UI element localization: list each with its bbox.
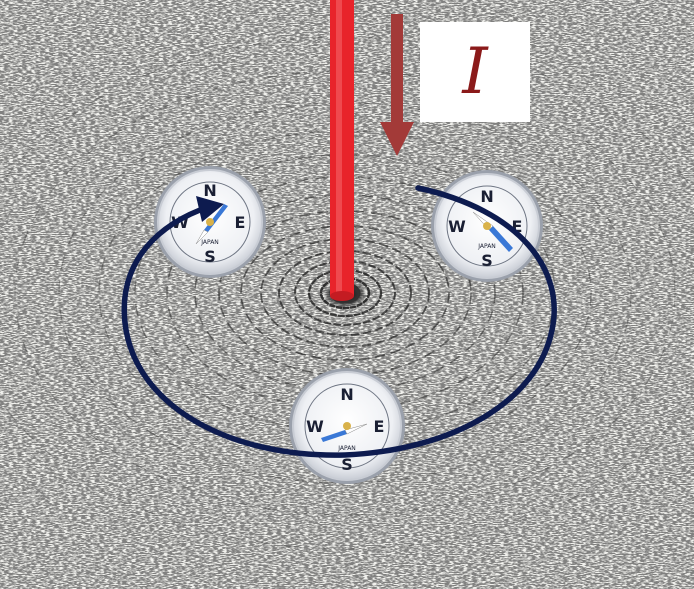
svg-text:E: E — [374, 417, 385, 436]
svg-text:JAPAN: JAPAN — [477, 243, 496, 250]
svg-text:JAPAN: JAPAN — [200, 239, 219, 246]
svg-text:N: N — [480, 187, 493, 206]
current-wire — [330, 0, 354, 301]
compass-bottom: N E S W JAPAN — [289, 368, 405, 484]
compass-bottom-needle — [321, 430, 347, 442]
svg-text:N: N — [340, 385, 353, 404]
field-direction-loop — [121, 185, 557, 458]
svg-text:E: E — [512, 217, 523, 236]
current-direction-arrow — [380, 14, 414, 156]
svg-text:S: S — [341, 455, 353, 474]
compass-left-s: S — [204, 247, 216, 266]
svg-text:JAPAN: JAPAN — [337, 445, 356, 452]
compass-right-needle — [489, 226, 513, 252]
svg-text:W: W — [306, 417, 324, 436]
current-label-box: I — [420, 22, 530, 122]
field-loop-arrowhead — [196, 196, 224, 222]
current-label: I — [462, 35, 488, 109]
compass-right: N E S W JAPAN — [431, 170, 543, 282]
compass-left-e: E — [235, 213, 246, 232]
compass-left-n: N — [203, 181, 216, 200]
svg-text:S: S — [481, 251, 493, 270]
svg-text:W: W — [448, 217, 466, 236]
